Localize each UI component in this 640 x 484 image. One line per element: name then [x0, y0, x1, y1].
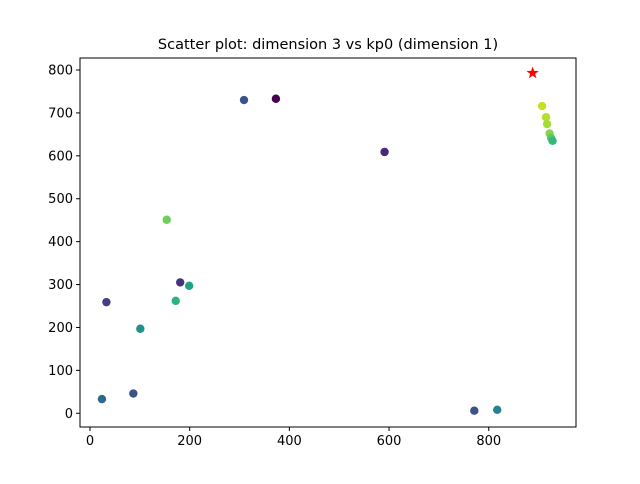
data-point	[129, 389, 138, 398]
data-point	[176, 278, 185, 287]
data-point	[171, 296, 180, 306]
data-point	[271, 94, 281, 103]
x-tick-label: 800	[476, 434, 501, 449]
x-tick-label: 400	[277, 434, 302, 449]
data-point	[380, 147, 389, 157]
data-point	[537, 101, 547, 111]
y-tick-label: 300	[48, 278, 73, 293]
highlight-star-marker	[526, 66, 539, 79]
data-point	[542, 119, 552, 129]
data-point	[239, 95, 249, 105]
y-tick-label: 100	[48, 364, 73, 379]
data-point	[493, 405, 502, 415]
y-tick-label: 0	[65, 407, 73, 422]
points-layer	[97, 66, 557, 415]
data-point	[541, 113, 551, 122]
x-tick-label: 0	[86, 434, 94, 449]
x-tick-label: 600	[377, 434, 402, 449]
y-tick-label: 600	[48, 149, 73, 164]
axes-layer: 0 200 400 600 800 0 100 200 300 400 500 600 700 800	[48, 57, 577, 449]
axes-frame	[79, 57, 577, 428]
y-tick-label: 500	[48, 192, 73, 207]
x-tick-label: 200	[177, 434, 202, 449]
data-point	[184, 281, 194, 291]
y-tick-label: 800	[48, 64, 73, 79]
data-point	[548, 136, 557, 146]
y-tick-label: 700	[48, 106, 73, 121]
data-point	[470, 406, 479, 415]
data-point	[162, 215, 171, 224]
chart-title: Scatter plot: dimension 3 vs kp0 (dimens…	[158, 37, 498, 53]
y-tick-label: 400	[48, 235, 73, 250]
data-point	[136, 324, 145, 333]
data-point	[102, 297, 111, 307]
data-point	[97, 394, 107, 404]
y-tick-label: 200	[48, 321, 73, 336]
